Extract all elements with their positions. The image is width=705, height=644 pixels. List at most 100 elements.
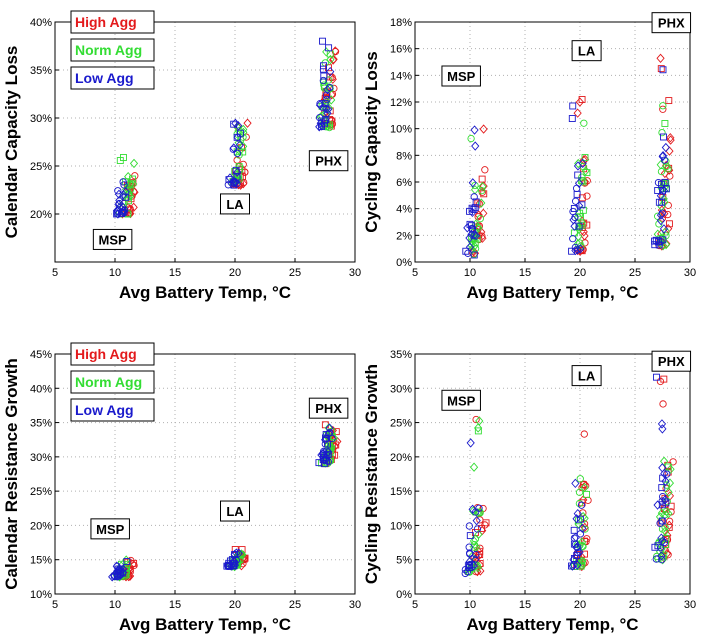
city-label: MSP [96, 522, 125, 537]
point-low-square [659, 474, 667, 482]
x-tick-label: 10 [109, 599, 121, 611]
point-norm-diamond [474, 223, 483, 233]
point-high-circle [330, 84, 338, 93]
y-tick-label: 25% [390, 418, 412, 430]
city-label: LA [578, 369, 596, 384]
point-norm-circle [324, 76, 333, 84]
point-low-diamond [465, 242, 475, 252]
x-tick-label: 30 [684, 267, 696, 279]
point-low-diamond [472, 230, 481, 241]
point-low-square [574, 171, 582, 179]
point-low-circle [461, 569, 469, 578]
city-label: LA [226, 504, 244, 519]
point-high-circle [656, 377, 665, 386]
point-low-square [568, 115, 576, 122]
point-low-square [114, 572, 122, 580]
point-low-square [576, 515, 584, 523]
y-tick-label: 0% [396, 257, 412, 269]
point-high-diamond [575, 97, 584, 107]
point-norm-circle [325, 123, 334, 132]
y-tick-label: 5% [396, 555, 412, 567]
point-low-square [319, 65, 327, 73]
point-norm-diamond [655, 512, 665, 522]
point-low-circle [224, 181, 232, 189]
legend-box [70, 66, 155, 90]
point-low-diamond [657, 419, 667, 429]
point-low-diamond [109, 570, 119, 581]
point-norm-circle [657, 167, 666, 176]
point-high-circle [659, 400, 667, 408]
y-tick-label: 0% [396, 589, 412, 601]
point-norm-square [579, 178, 587, 186]
point-low-square [570, 526, 578, 534]
point-high-diamond [666, 133, 675, 143]
point-low-circle [656, 543, 665, 552]
y-tick-label: 30% [30, 113, 52, 125]
point-norm-circle [579, 162, 587, 171]
point-low-square [321, 100, 329, 107]
x-tick-label: 5 [412, 267, 418, 279]
y-tick-label: 12% [390, 97, 412, 109]
y-tick-label: 16% [390, 44, 412, 56]
point-low-square [658, 501, 666, 509]
point-low-diamond [119, 564, 128, 574]
point-low-square [655, 198, 663, 206]
point-low-diamond [656, 210, 666, 220]
point-norm-diamond [129, 158, 139, 169]
city-label-box [220, 500, 250, 522]
point-low-diamond [659, 185, 669, 196]
point-low-square [578, 201, 586, 209]
plot-area [55, 22, 355, 262]
point-low-circle [465, 522, 473, 530]
x-axis-label: Avg Battery Temp, °C [119, 615, 291, 634]
point-norm-circle [654, 539, 663, 548]
point-norm-diamond [469, 462, 479, 472]
x-tick-label: 5 [412, 599, 418, 611]
point-low-circle [475, 504, 483, 512]
x-tick-label: 5 [52, 599, 58, 611]
point-norm-circle [662, 507, 670, 516]
data-points [108, 421, 342, 582]
point-high-square [327, 122, 335, 130]
point-norm-diamond [666, 464, 675, 474]
point-low-square [325, 44, 333, 52]
point-norm-diamond [661, 526, 670, 536]
point-low-square [232, 166, 240, 174]
y-tick-label: 10% [390, 520, 412, 532]
point-low-diamond [468, 207, 477, 218]
point-low-circle [120, 181, 128, 189]
point-norm-diamond [239, 141, 248, 152]
y-tick-label: 10% [390, 124, 412, 136]
y-tick-label: 30% [390, 383, 412, 395]
point-norm-diamond [478, 181, 487, 192]
point-norm-square [581, 154, 589, 162]
point-norm-square [662, 180, 670, 187]
point-norm-circle [470, 543, 478, 551]
point-high-circle [583, 192, 591, 200]
point-norm-diamond [235, 175, 244, 185]
point-norm-diamond [659, 194, 668, 204]
y-tick-label: 25% [30, 161, 52, 173]
point-low-diamond [326, 66, 335, 77]
point-low-square [658, 484, 666, 492]
point-norm-diamond [467, 245, 477, 255]
point-low-diamond [659, 224, 669, 234]
plot-area [415, 22, 690, 262]
legend-box [70, 370, 155, 394]
point-high-diamond [579, 155, 588, 165]
point-low-circle [319, 76, 327, 85]
y-tick-label: 20% [30, 520, 52, 532]
city-label: PHX [315, 154, 342, 169]
point-low-diamond [573, 560, 582, 570]
y-tick-label: 8% [396, 150, 412, 162]
point-norm-square [574, 517, 582, 525]
point-low-circle [114, 187, 122, 195]
point-low-circle [656, 519, 664, 527]
point-norm-diamond [658, 551, 668, 562]
point-high-diamond [479, 124, 488, 134]
point-low-diamond [234, 121, 243, 131]
point-norm-square [120, 154, 127, 161]
x-tick-label: 30 [684, 599, 696, 611]
point-low-circle [470, 193, 478, 201]
point-norm-circle [576, 475, 584, 483]
